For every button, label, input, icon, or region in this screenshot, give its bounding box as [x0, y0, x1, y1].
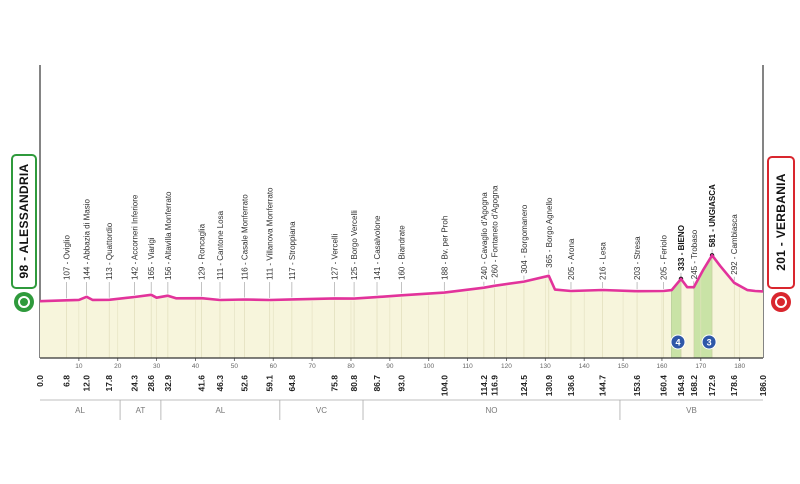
region-label: NO — [485, 406, 497, 415]
finish-frame — [767, 156, 795, 289]
region-label: VB — [686, 406, 697, 415]
waypoint-label: 107 - Oviglio — [62, 235, 71, 280]
km-tick-label: 60 — [270, 363, 278, 370]
km-tick-label: 80 — [347, 363, 355, 370]
waypoint-km-label: 130.9 — [544, 375, 554, 397]
km-tick-label: 20 — [114, 363, 122, 370]
climb-marker — [701, 334, 717, 350]
km-tick-label: 150 — [618, 363, 629, 370]
km-tick-label: 70 — [308, 363, 316, 370]
waypoint-label: 333 - BIENO — [677, 225, 686, 271]
finish-icon-ring — [775, 296, 787, 308]
waypoint-label: 129 - Roncaglia — [198, 223, 207, 280]
waypoint-label: 116 - Casale Monferrato — [240, 194, 249, 280]
km-tick-label: 100 — [423, 363, 434, 370]
waypoint-label: 117 - Stroppiana — [288, 221, 297, 280]
region-label: AL — [215, 406, 225, 415]
waypoint-km-label: 136.6 — [566, 375, 576, 397]
climb-marker — [670, 334, 686, 350]
waypoint-km-label: 93.0 — [397, 375, 407, 392]
waypoint-km-label: 12.0 — [82, 375, 92, 392]
km-tick-label: 120 — [501, 363, 512, 370]
region-label: AL — [75, 406, 85, 415]
waypoint-km-label: 6.8 — [61, 375, 71, 387]
finish-km-label: 186.0 — [758, 375, 768, 397]
waypoint-km-label: 59.1 — [265, 375, 275, 392]
start-frame — [11, 154, 37, 289]
waypoint-label: 165 - Viarigi — [147, 237, 156, 280]
waypoint-km-label: 41.6 — [197, 375, 207, 392]
km-tick-label: 40 — [192, 363, 200, 370]
waypoint-km-label: 80.8 — [349, 375, 359, 392]
waypoint-label: 142 - Accorneri Inferiore — [130, 194, 139, 280]
waypoint-label: 292 - Cambiasca — [730, 214, 739, 275]
waypoint-km-label: 160.4 — [658, 375, 668, 397]
waypoint-km-label: 114.2 — [479, 375, 489, 396]
waypoint-km-label: 32.9 — [163, 375, 173, 392]
finish-label: 201 - VERBANIA — [774, 173, 788, 271]
start-icon-ring — [18, 296, 30, 308]
waypoint-km-label: 46.3 — [215, 375, 225, 392]
km-tick-label: 10 — [75, 363, 83, 370]
waypoint-label: 260 - Fontaneto d'Agogna — [490, 185, 499, 278]
climb-category: 4 — [675, 338, 680, 348]
waypoint-km-label: 124.5 — [519, 375, 529, 397]
km-tick-label: 30 — [153, 363, 161, 370]
waypoint-km-label: 52.6 — [239, 375, 249, 392]
start-label: 98 - ALESSANDRIA — [17, 163, 31, 278]
start-box: 98 - ALESSANDRIA — [11, 154, 37, 312]
waypoint-label: 113 - Quattordio — [105, 222, 114, 280]
waypoint-km-label: 86.7 — [372, 375, 382, 392]
waypoint-label: 127 - Vercelli — [331, 234, 340, 280]
km-tick-label: 180 — [734, 363, 745, 370]
waypoint-km-label: 164.9 — [676, 375, 686, 397]
region-label: AT — [136, 406, 146, 415]
waypoint-label: 111 - Villanova Monferrato — [266, 187, 275, 280]
waypoint-km-label: 168.2 — [689, 375, 699, 397]
waypoint-km-label: 64.8 — [287, 375, 297, 392]
climb-category: 3 — [707, 338, 712, 348]
waypoint-label: 365 - Borgo Agnello — [545, 197, 554, 268]
km-tick-label: 170 — [695, 363, 706, 370]
waypoint-label: 216 - Lesa — [598, 242, 607, 280]
km-tick-label: 50 — [231, 363, 239, 370]
waypoint-km-label: 28.6 — [146, 375, 156, 392]
waypoint-km-label: 144.7 — [597, 375, 607, 397]
finish-box: 201 - VERBANIA — [767, 156, 795, 312]
waypoint-label: 141 - Casalvolone — [373, 215, 382, 280]
plot: 10 20 30 40 50 60 70 80 90 100 110 120 130 140 150 160 1… — [35, 65, 768, 420]
profile-line — [39, 254, 764, 303]
waypoint-km-label: 153.6 — [632, 375, 642, 397]
waypoint-label: 188 - Bv. per Proh — [440, 216, 449, 280]
start-km-label: 0.0 — [35, 375, 45, 387]
km-tick-label: 140 — [579, 363, 590, 370]
waypoint-label: 205 - Arona — [567, 238, 576, 280]
waypoint-km-label: 17.8 — [104, 375, 114, 392]
km-tick-label: 130 — [540, 363, 551, 370]
waypoint-label: 144 - Abbazia di Masio — [83, 199, 92, 280]
km-tick-label: 110 — [462, 363, 473, 370]
waypoint-label: 160 - Biandrate — [398, 225, 407, 280]
start-icon — [14, 292, 34, 312]
waypoint-km-label: 75.8 — [330, 375, 340, 392]
waypoint-km-label: 172.9 — [707, 375, 717, 397]
waypoint-label: 125 - Borgo Vercelli — [350, 210, 359, 280]
region-label: VC — [316, 406, 327, 415]
waypoint-label: 581 - UNGIASCA — [708, 184, 717, 247]
km-tick-label: 160 — [657, 363, 668, 370]
waypoint-km-label: 116.9 — [489, 375, 499, 396]
waypoint-label: 205 - Feriolo — [659, 235, 668, 280]
waypoint-label: 156 - Altavilla Monferrato — [164, 191, 173, 280]
waypoint-label: 203 - Stresa — [633, 236, 642, 280]
km-tick-label: 90 — [386, 363, 394, 370]
waypoint-km-label: 104.0 — [439, 375, 449, 397]
finish-icon — [771, 292, 791, 312]
waypoint-km-label: 178.6 — [729, 375, 739, 397]
waypoint-km-label: 24.3 — [129, 375, 139, 392]
waypoint-label: 240 - Cavaglio d'Agogna — [480, 192, 489, 280]
waypoint-label: 111 - Cantone Losa — [216, 210, 225, 280]
waypoint-label: 304 - Borgomanero — [520, 204, 529, 273]
waypoint-label: 245 - Trobaso — [690, 229, 699, 279]
